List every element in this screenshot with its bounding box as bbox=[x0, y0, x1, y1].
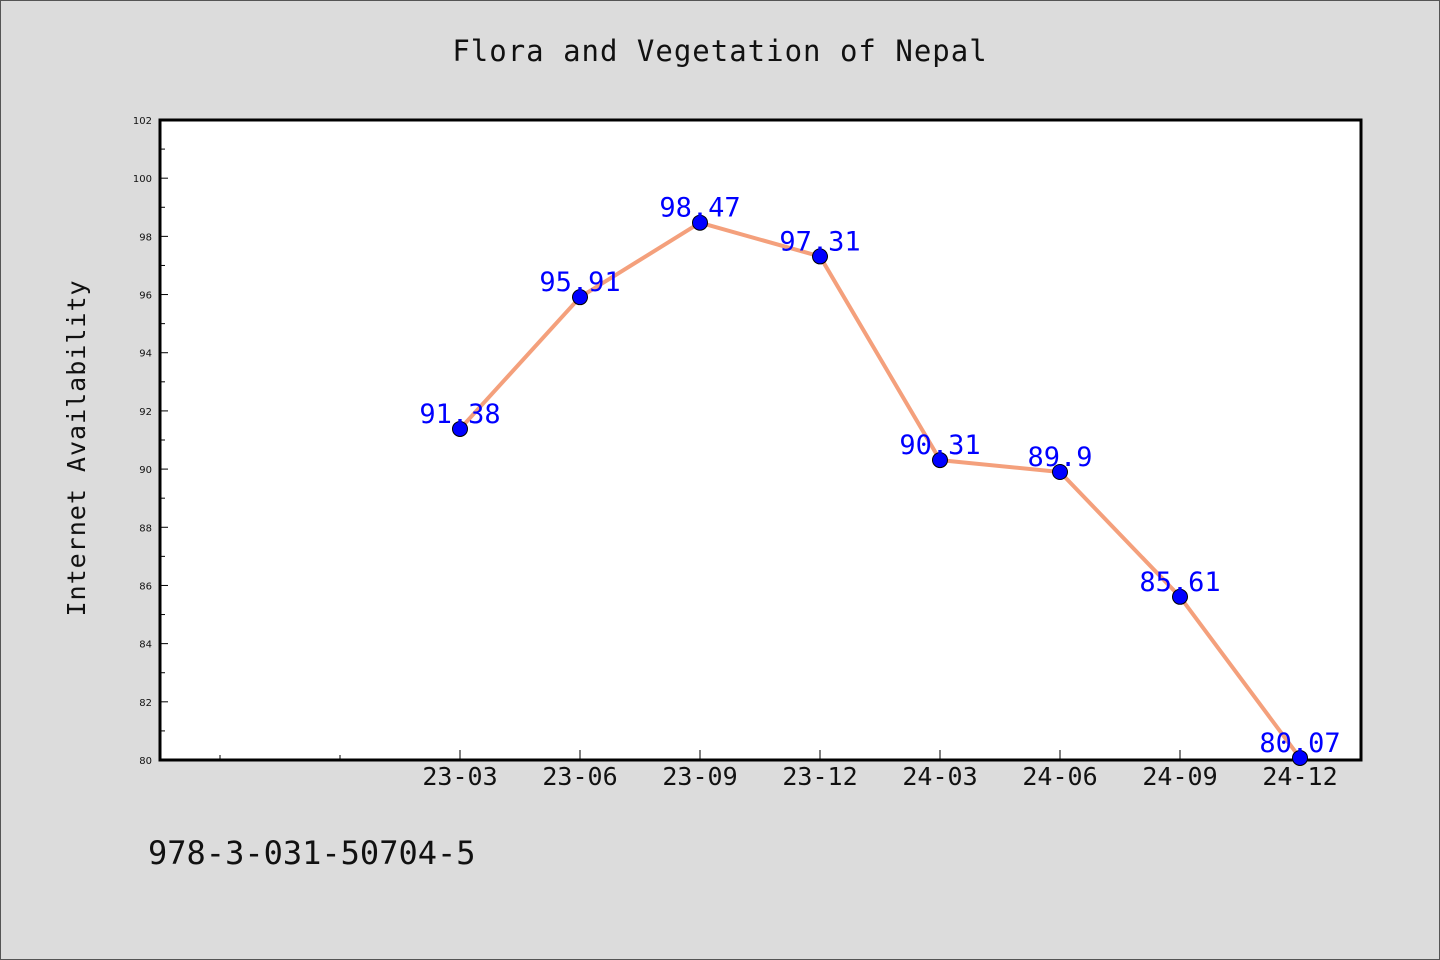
data-label: 90.31 bbox=[899, 430, 980, 461]
y-tick-label: 96 bbox=[139, 291, 152, 302]
data-point bbox=[932, 452, 948, 469]
data-label: 95.91 bbox=[539, 267, 620, 298]
isbn-text: 978-3-031-50704-5 bbox=[148, 834, 476, 872]
data-label: 97.31 bbox=[779, 226, 860, 257]
data-label: 80.07 bbox=[1259, 728, 1340, 759]
data-label: 91.38 bbox=[419, 399, 500, 430]
x-axis-ticks: 23-03 23-06 23-09 23-12 24-03 24-06 24-09 24-12 bbox=[219, 750, 1338, 791]
y-tick-label: 90 bbox=[139, 465, 152, 476]
x-tick-label: 23-09 bbox=[662, 762, 737, 791]
data-label: 85.61 bbox=[1139, 567, 1220, 598]
y-tick-label: 84 bbox=[139, 640, 152, 651]
y-tick-label: 82 bbox=[139, 698, 152, 709]
series-line bbox=[458, 220, 1302, 760]
data-label: 89.9 bbox=[1027, 442, 1092, 473]
y-tick-label: 88 bbox=[139, 523, 152, 534]
x-tick-label: 24-06 bbox=[1022, 762, 1097, 791]
data-point bbox=[692, 214, 708, 231]
data-point bbox=[1052, 464, 1068, 480]
y-tick-label: 80 bbox=[139, 756, 152, 767]
y-tick-label: 94 bbox=[139, 349, 152, 360]
x-tick-label: 24-03 bbox=[902, 762, 977, 791]
y-tick-label: 102 bbox=[133, 116, 152, 127]
data-point bbox=[1292, 749, 1308, 766]
y-axis-label: Internet Availability bbox=[62, 279, 91, 616]
series-line-group bbox=[452, 214, 1308, 766]
x-tick-label: 23-06 bbox=[542, 762, 617, 791]
x-tick-label: 24-12 bbox=[1262, 762, 1337, 791]
y-axis-ticks: 80 82 84 86 88 90 92 94 96 98 100 102 bbox=[133, 116, 168, 767]
y-tick-label: 100 bbox=[133, 174, 152, 185]
data-point bbox=[452, 420, 468, 437]
data-point bbox=[1172, 588, 1188, 605]
x-tick-label: 23-03 bbox=[422, 762, 497, 791]
chart-title: Flora and Vegetation of Nepal bbox=[452, 34, 988, 68]
data-point bbox=[572, 289, 588, 306]
x-tick-label: 24-09 bbox=[1142, 762, 1217, 791]
data-point bbox=[812, 248, 828, 265]
y-tick-label: 92 bbox=[139, 407, 152, 418]
y-tick-label: 86 bbox=[139, 581, 152, 592]
y-tick-label: 98 bbox=[139, 232, 152, 243]
plot-area bbox=[158, 118, 1363, 762]
x-tick-label: 23-12 bbox=[782, 762, 857, 791]
data-label: 98.47 bbox=[659, 193, 740, 224]
data-labels-group: 91.38 95.91 98.47 97.31 90.31 89.9 85.61 80.07 bbox=[419, 193, 1340, 759]
